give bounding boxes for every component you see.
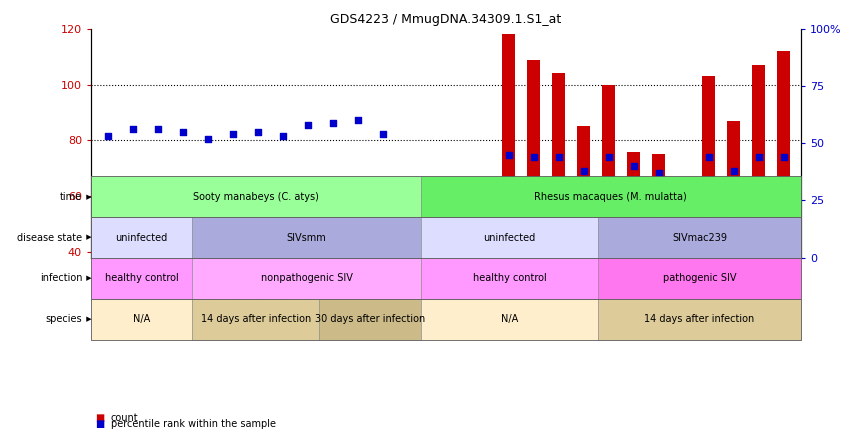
Point bbox=[727, 167, 740, 174]
Bar bbox=[727, 121, 740, 364]
Text: disease state: disease state bbox=[17, 233, 82, 242]
Text: ▶: ▶ bbox=[84, 234, 92, 241]
Point bbox=[152, 126, 165, 133]
Point bbox=[552, 153, 565, 160]
Text: pathogenic SIV: pathogenic SIV bbox=[662, 274, 736, 283]
Point bbox=[752, 153, 766, 160]
Text: species: species bbox=[46, 314, 82, 324]
Point bbox=[627, 163, 641, 170]
Bar bbox=[627, 151, 640, 364]
Text: Sooty manabeys (C. atys): Sooty manabeys (C. atys) bbox=[193, 192, 319, 202]
Bar bbox=[602, 85, 615, 364]
Bar bbox=[427, 188, 440, 364]
Text: ▶: ▶ bbox=[84, 275, 92, 281]
Point bbox=[251, 128, 265, 135]
Point bbox=[476, 208, 490, 215]
Text: percentile rank within the sample: percentile rank within the sample bbox=[111, 419, 276, 429]
Text: N/A: N/A bbox=[133, 314, 151, 324]
Text: infection: infection bbox=[40, 274, 82, 283]
Bar bbox=[502, 35, 514, 364]
Text: nonpathogenic SIV: nonpathogenic SIV bbox=[261, 274, 352, 283]
Point bbox=[676, 178, 690, 186]
Bar bbox=[452, 232, 465, 364]
Bar bbox=[702, 76, 714, 364]
Point bbox=[701, 153, 715, 160]
Bar bbox=[252, 216, 265, 364]
Bar bbox=[327, 207, 339, 364]
Point bbox=[501, 151, 515, 158]
Bar bbox=[778, 51, 790, 364]
Point bbox=[301, 121, 315, 128]
Bar bbox=[477, 241, 490, 364]
Point bbox=[126, 126, 140, 133]
Text: ■: ■ bbox=[95, 413, 105, 423]
Point bbox=[402, 213, 416, 220]
Bar bbox=[378, 227, 390, 364]
Text: SIVsmm: SIVsmm bbox=[287, 233, 326, 242]
Bar bbox=[578, 127, 590, 364]
Text: uninfected: uninfected bbox=[483, 233, 535, 242]
Bar bbox=[652, 155, 665, 364]
Point bbox=[101, 133, 115, 140]
Bar bbox=[202, 249, 215, 364]
Point bbox=[527, 153, 540, 160]
Text: healthy control: healthy control bbox=[473, 274, 546, 283]
Point bbox=[451, 206, 465, 213]
Bar bbox=[102, 241, 114, 364]
Point bbox=[651, 169, 665, 176]
Text: ▶: ▶ bbox=[84, 194, 92, 200]
Bar bbox=[352, 196, 365, 364]
Bar bbox=[753, 65, 765, 364]
Bar bbox=[152, 227, 165, 364]
Point bbox=[577, 167, 591, 174]
Point bbox=[777, 153, 791, 160]
Bar bbox=[178, 221, 190, 364]
Text: 14 days after infection: 14 days after infection bbox=[201, 314, 311, 324]
Point bbox=[177, 128, 191, 135]
Text: Rhesus macaques (M. mulatta): Rhesus macaques (M. mulatta) bbox=[534, 192, 688, 202]
Point bbox=[427, 186, 441, 193]
Text: 30 days after infection: 30 days after infection bbox=[314, 314, 425, 324]
Text: ■: ■ bbox=[95, 419, 105, 429]
Point bbox=[352, 117, 365, 124]
Text: time: time bbox=[60, 192, 82, 202]
Bar bbox=[553, 73, 565, 364]
Text: ▶: ▶ bbox=[84, 316, 92, 322]
Bar bbox=[302, 210, 314, 364]
Point bbox=[276, 133, 290, 140]
Text: SIVmac239: SIVmac239 bbox=[672, 233, 727, 242]
Point bbox=[202, 135, 216, 142]
Bar bbox=[677, 190, 690, 364]
Bar bbox=[227, 230, 240, 364]
Text: healthy control: healthy control bbox=[105, 274, 178, 283]
Text: count: count bbox=[111, 413, 139, 423]
Bar bbox=[402, 252, 415, 364]
Text: N/A: N/A bbox=[501, 314, 518, 324]
Bar bbox=[527, 59, 540, 364]
Text: 14 days after infection: 14 days after infection bbox=[644, 314, 755, 324]
Point bbox=[602, 153, 616, 160]
Title: GDS4223 / MmugDNA.34309.1.S1_at: GDS4223 / MmugDNA.34309.1.S1_at bbox=[330, 13, 562, 26]
Point bbox=[227, 131, 241, 138]
Point bbox=[326, 119, 340, 126]
Text: uninfected: uninfected bbox=[115, 233, 168, 242]
Bar bbox=[277, 238, 290, 364]
Point bbox=[377, 131, 391, 138]
Bar bbox=[127, 221, 139, 364]
